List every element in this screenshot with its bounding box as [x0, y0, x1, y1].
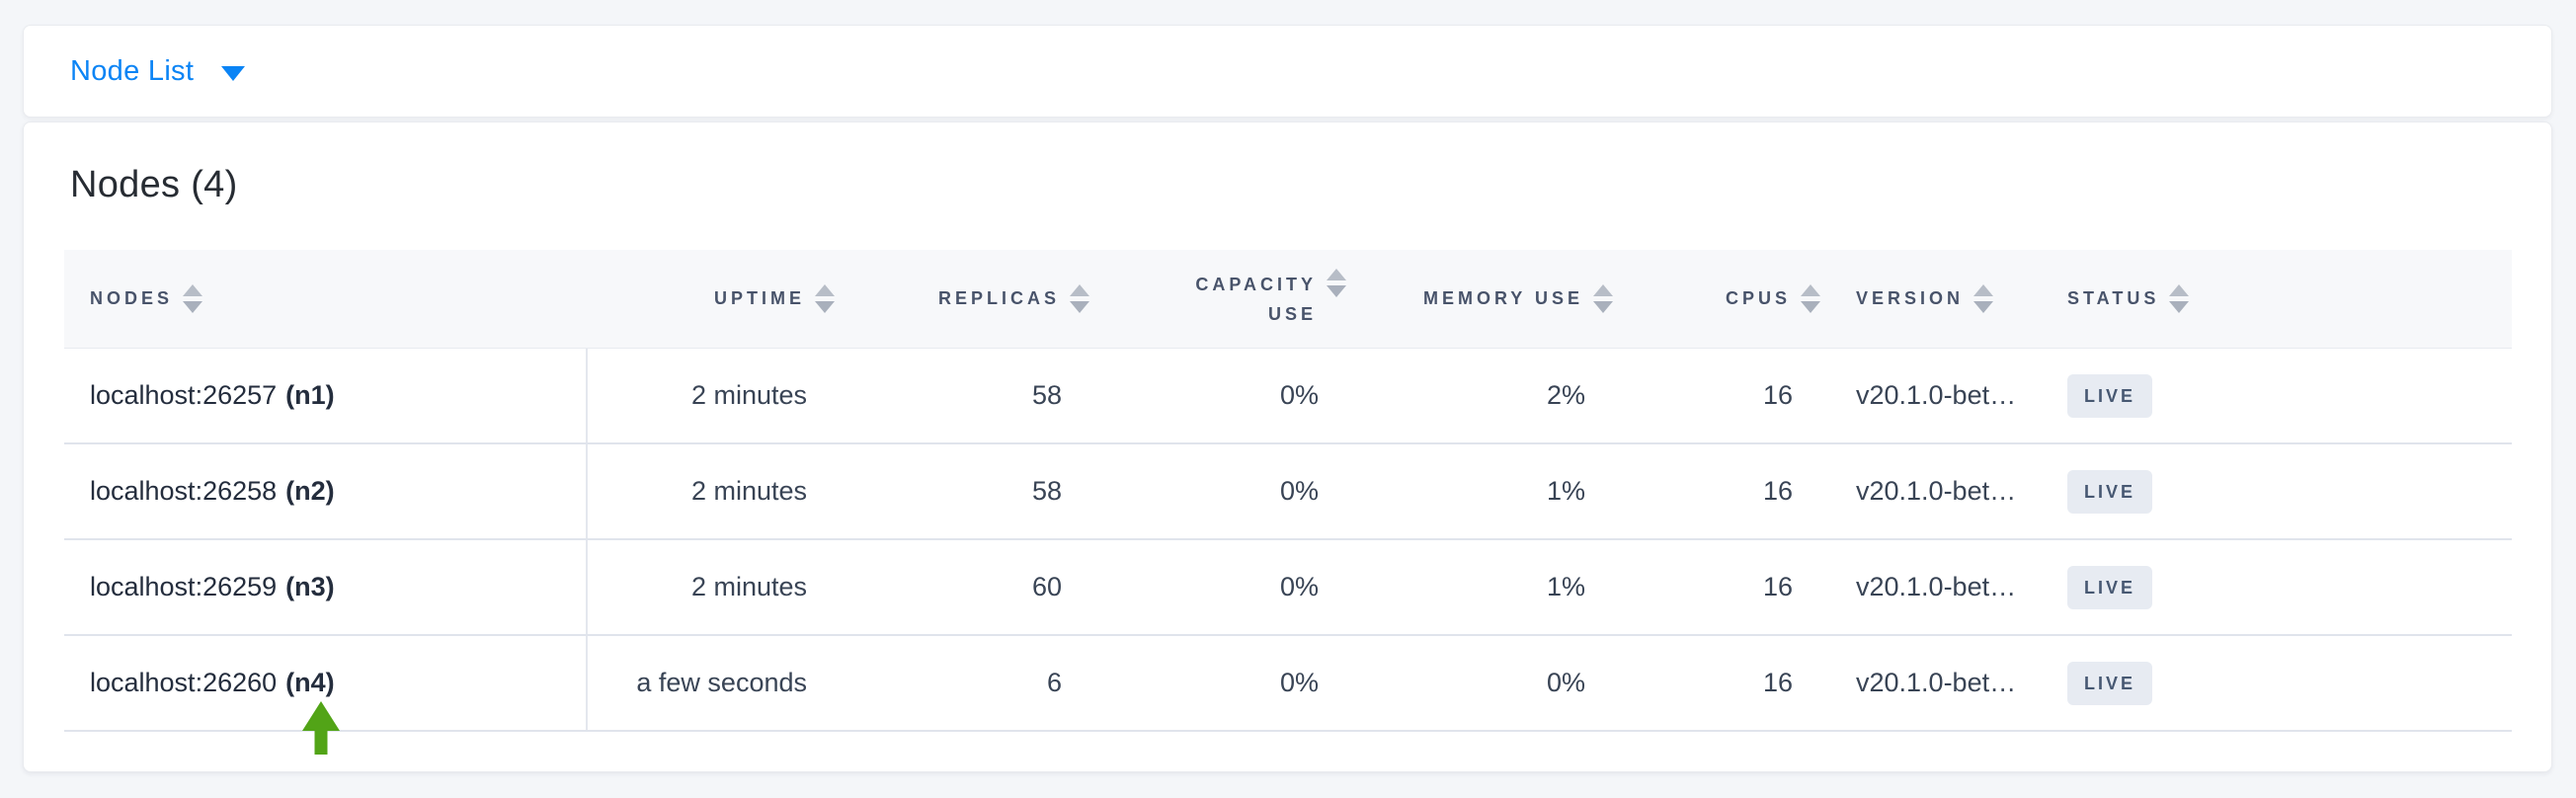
- version-cell: v20.1.0-bet…: [1856, 572, 2017, 601]
- version-cell: v20.1.0-bet…: [1856, 476, 2017, 506]
- table-row: localhost:26258 (n2) 2 minutes 58 0% 1% 1…: [64, 444, 2512, 540]
- node-id: (n3): [285, 572, 335, 601]
- node-link[interactable]: localhost:26258 (n2): [90, 476, 335, 507]
- status-badge: LIVE: [2067, 661, 2153, 705]
- capacity-use-cell: 0%: [1279, 668, 1319, 697]
- status-badge: LIVE: [2067, 373, 2153, 418]
- replicas-cell: 58: [1031, 476, 1062, 506]
- column-header-status[interactable]: Status: [2036, 250, 2512, 348]
- uptime-cell: 2 minutes: [690, 380, 807, 410]
- cpus-cell: 16: [1762, 380, 1793, 410]
- node-list-dropdown[interactable]: Node List: [70, 54, 246, 88]
- replicas-cell: 60: [1031, 572, 1062, 601]
- node-address: localhost:26257: [90, 380, 278, 410]
- node-cell: localhost:26259 (n3): [64, 540, 588, 634]
- table-header-row: Nodes Uptime Replicas Capacity Use Memor…: [64, 250, 2512, 349]
- page-title: Nodes (4): [70, 164, 238, 205]
- column-header-memory-use[interactable]: Memory Use: [1354, 250, 1621, 348]
- status-cell: LIVE: [2036, 636, 2512, 730]
- status-cell: LIVE: [2036, 540, 2512, 634]
- version-cell: v20.1.0-bet…: [1856, 668, 2017, 697]
- node-link[interactable]: localhost:26260 (n4): [90, 668, 335, 698]
- sort-icon: [1801, 284, 1820, 313]
- cpus-cell: 16: [1762, 476, 1793, 506]
- node-id: (n2): [285, 476, 335, 506]
- version-cell: v20.1.0-bet…: [1856, 380, 2017, 410]
- sort-icon: [2169, 284, 2190, 313]
- column-header-capacity-use[interactable]: Capacity Use: [1097, 250, 1354, 348]
- uptime-cell: 2 minutes: [690, 476, 807, 506]
- column-header-uptime[interactable]: Uptime: [588, 250, 843, 348]
- memory-use-cell: 1%: [1546, 572, 1585, 601]
- memory-use-cell: 1%: [1546, 476, 1585, 506]
- sort-icon: [1973, 284, 1994, 313]
- node-id: (n4): [285, 668, 335, 697]
- dropdown-label: Node List: [70, 54, 195, 87]
- nodes-card: Nodes (4) Nodes Uptime Replicas Capacity…: [23, 121, 2552, 772]
- sort-icon: [815, 284, 835, 313]
- sort-icon: [183, 284, 203, 313]
- uptime-cell: 2 minutes: [690, 572, 807, 601]
- replicas-cell: 58: [1031, 380, 1062, 410]
- memory-use-cell: 0%: [1546, 668, 1585, 697]
- status-badge: LIVE: [2067, 469, 2153, 514]
- node-link[interactable]: localhost:26257 (n1): [90, 380, 335, 411]
- sort-icon: [1070, 284, 1089, 313]
- node-id: (n1): [285, 380, 335, 410]
- status-cell: LIVE: [2036, 444, 2512, 538]
- column-header-replicas[interactable]: Replicas: [843, 250, 1097, 348]
- table-row: localhost:26260 (n4) a few seconds 6 0% 0…: [64, 636, 2512, 732]
- uptime-cell: a few seconds: [636, 668, 807, 697]
- node-address: localhost:26259: [90, 572, 278, 601]
- nodes-table: Nodes Uptime Replicas Capacity Use Memor…: [64, 250, 2512, 732]
- column-header-nodes[interactable]: Nodes: [64, 250, 588, 348]
- table-row: localhost:26257 (n1) 2 minutes 58 0% 2% 1…: [64, 349, 2512, 444]
- node-cell: localhost:26257 (n1): [64, 349, 588, 442]
- capacity-use-cell: 0%: [1279, 380, 1319, 410]
- replicas-cell: 6: [1046, 668, 1062, 697]
- node-address: localhost:26258: [90, 476, 278, 506]
- node-link[interactable]: localhost:26259 (n3): [90, 572, 335, 602]
- column-header-version[interactable]: Version: [1828, 250, 2036, 348]
- capacity-use-cell: 0%: [1279, 572, 1319, 601]
- node-cell: localhost:26260 (n4): [64, 636, 588, 730]
- view-selector-bar: Node List: [23, 25, 2552, 118]
- sort-icon: [1593, 284, 1613, 313]
- node-cell: localhost:26258 (n2): [64, 444, 588, 538]
- sort-icon: [1327, 269, 1346, 297]
- status-badge: LIVE: [2067, 565, 2153, 609]
- memory-use-cell: 2%: [1546, 380, 1585, 410]
- cpus-cell: 16: [1762, 572, 1793, 601]
- node-address: localhost:26260: [90, 668, 278, 697]
- status-cell: LIVE: [2036, 349, 2512, 442]
- capacity-use-cell: 0%: [1279, 476, 1319, 506]
- annotation-arrow-icon: [302, 701, 340, 755]
- cpus-cell: 16: [1762, 668, 1793, 697]
- column-header-cpus[interactable]: CPUs: [1621, 250, 1828, 348]
- table-row: localhost:26259 (n3) 2 minutes 60 0% 1% 1…: [64, 540, 2512, 636]
- chevron-down-icon: [221, 66, 246, 81]
